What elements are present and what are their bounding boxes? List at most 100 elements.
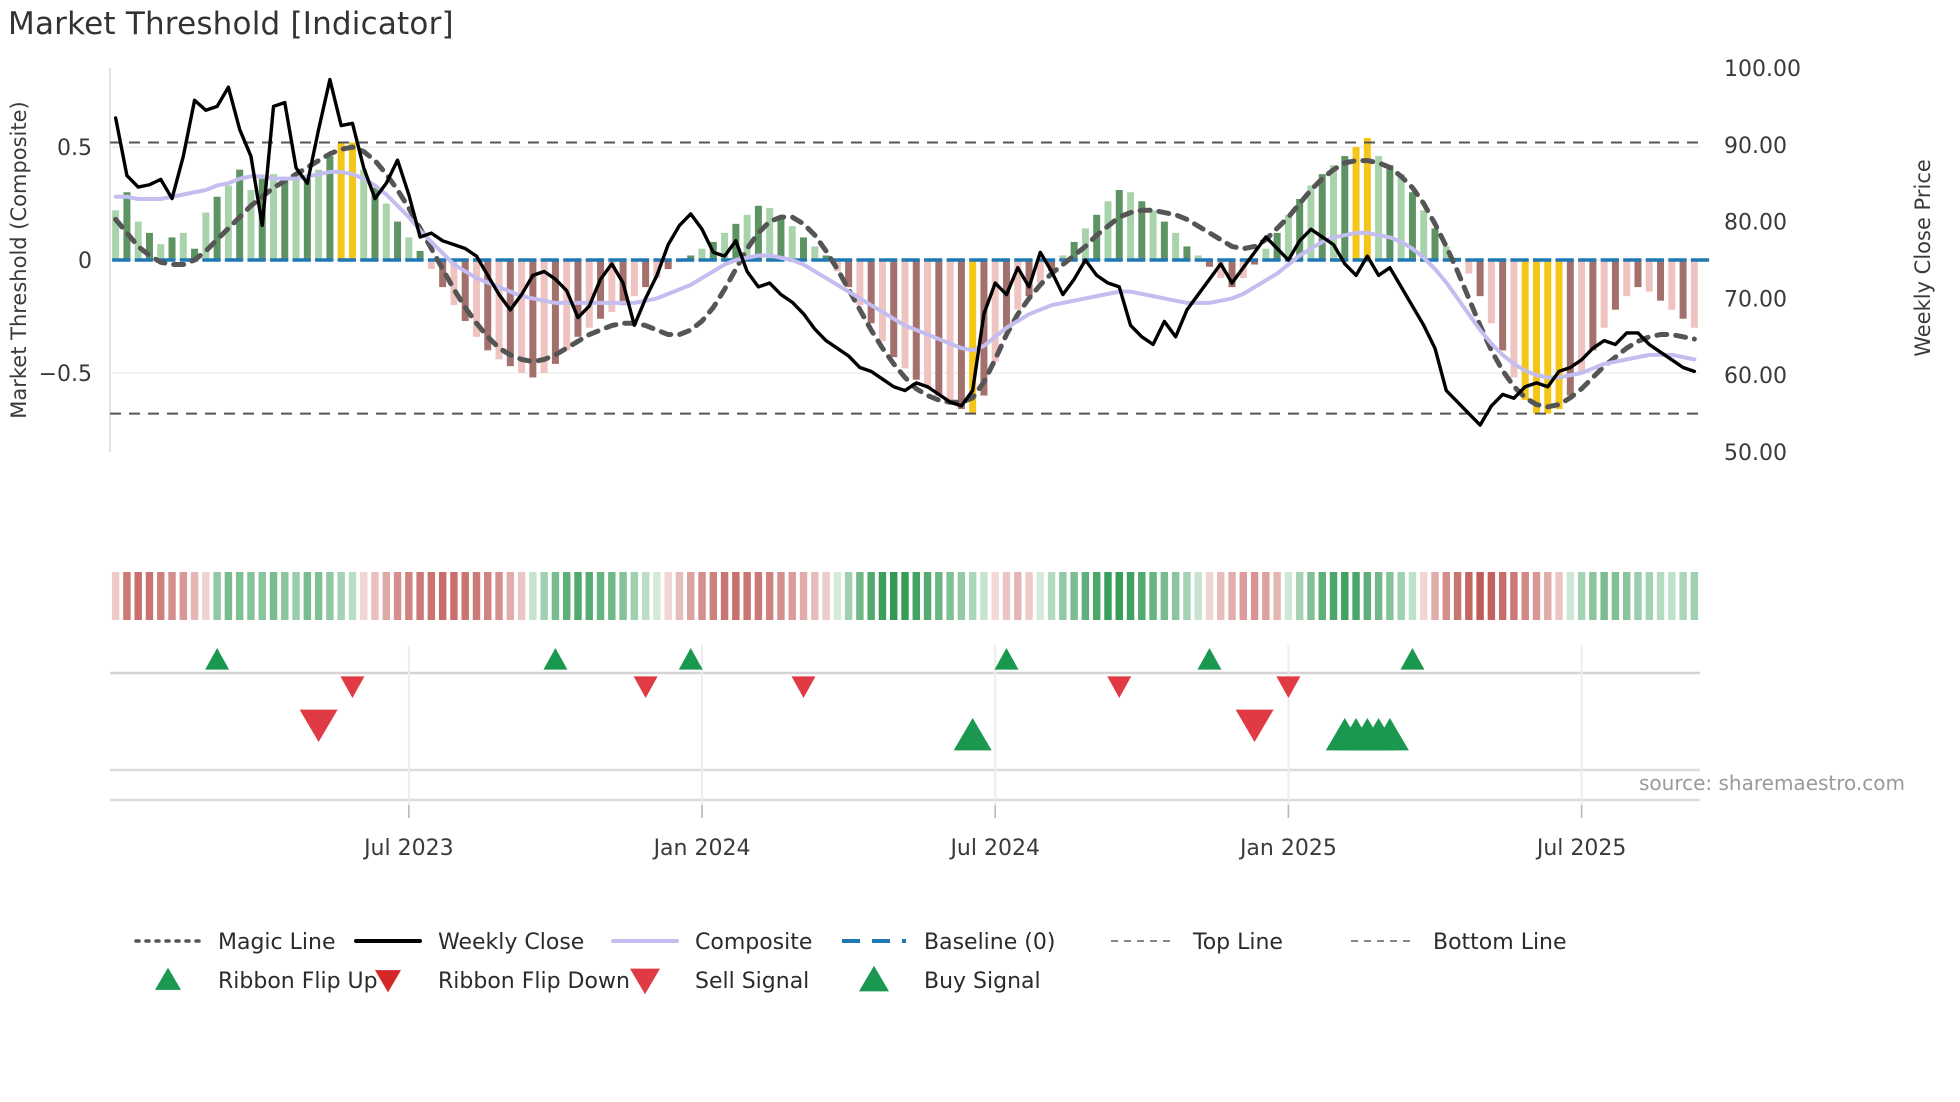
legend-label: Ribbon Flip Down [438, 969, 630, 994]
ribbon-cell [1014, 572, 1022, 620]
histogram-bar [721, 232, 729, 260]
ribbon-cell [1047, 572, 1056, 620]
ribbon-cell [1487, 572, 1496, 620]
ribbon-cell [585, 572, 593, 620]
histogram-bar [1217, 260, 1225, 279]
right-axis-tick: 60.00 [1724, 364, 1787, 389]
ribbon-cell [946, 572, 954, 620]
ribbon-cell [1386, 572, 1394, 620]
histogram-bar [1600, 260, 1608, 328]
ribbon-cell [856, 572, 864, 620]
histogram-bar [1251, 260, 1259, 265]
ribbon-cell [190, 572, 199, 620]
histogram-bar [608, 260, 616, 312]
ribbon-cell [709, 572, 718, 620]
ribbon-cell [1149, 572, 1157, 620]
left-axis-tick: 0 [78, 249, 92, 274]
legend-item[interactable]: Weekly Close [354, 930, 584, 955]
histogram-bar [1408, 192, 1416, 260]
ribbon-cell [427, 572, 436, 620]
ribbon-cell [472, 572, 481, 620]
legend-item[interactable]: Composite [611, 930, 812, 955]
ribbon-cell [811, 572, 819, 620]
histogram-bar [1363, 138, 1371, 260]
histogram-bar [179, 232, 187, 260]
histogram-bar [224, 185, 232, 260]
histogram-bar [585, 260, 593, 328]
histogram-bar [1589, 260, 1597, 351]
histogram-bar [1566, 260, 1574, 396]
histogram-bar [1025, 260, 1033, 297]
legend-item[interactable]: Buy Signal [859, 965, 1041, 994]
histogram-bar [1194, 255, 1202, 260]
ribbon-cell [765, 572, 774, 620]
histogram-bar [1645, 260, 1653, 292]
ribbon-cell [1374, 572, 1383, 620]
ribbon-cell [235, 572, 244, 620]
histogram-bar [1172, 232, 1180, 260]
ribbon-cell [371, 572, 379, 620]
x-axis-tick: Jan 2025 [1238, 836, 1337, 861]
histogram-bar [1487, 260, 1495, 324]
right-axis-tick: 70.00 [1724, 287, 1787, 312]
ribbon-cell [438, 572, 447, 620]
legend-item[interactable]: Sell Signal [630, 968, 809, 995]
histogram-bar [202, 212, 210, 260]
histogram-bar [1386, 165, 1394, 260]
legend-item[interactable]: Top Line [1111, 930, 1283, 955]
ribbon-flip-down-marker [1107, 676, 1132, 698]
legend-label: Top Line [1192, 930, 1283, 955]
histogram-bar [1115, 189, 1123, 260]
histogram-bar [664, 260, 672, 270]
legend-triangle-down-glyph [630, 968, 660, 995]
legend-item[interactable]: Baseline (0) [842, 930, 1055, 955]
legend-item[interactable]: Magic Line [134, 930, 335, 955]
histogram-bar [495, 260, 503, 360]
ribbon-cell [1059, 572, 1067, 620]
histogram-bar [394, 221, 402, 260]
signal-markers [205, 648, 1425, 751]
histogram-bar [1262, 248, 1270, 260]
histogram-bar [191, 248, 199, 260]
histogram-bar [1318, 174, 1326, 260]
histogram-bar [642, 260, 650, 288]
histogram-bar [1104, 201, 1112, 260]
legend-item[interactable]: Ribbon Flip Up [155, 967, 378, 994]
ribbon-cell [1284, 572, 1293, 620]
histogram-bar [134, 221, 142, 260]
legend-item[interactable]: Ribbon Flip Down [375, 969, 630, 994]
ribbon-cell [517, 572, 526, 620]
ribbon-cell [867, 572, 875, 620]
ribbon-cell [157, 572, 165, 620]
histogram-bar [777, 217, 785, 260]
histogram-bar [1127, 192, 1135, 260]
histogram-bar [461, 260, 469, 321]
ribbon-cell [912, 572, 920, 620]
ribbon-cell [1250, 572, 1259, 620]
histogram-bar [924, 260, 932, 389]
x-axis-tick: Jul 2023 [362, 836, 454, 861]
legend-triangle-down-glyph [375, 970, 401, 993]
ribbon-cell [720, 572, 729, 620]
ribbon-cell [111, 572, 120, 620]
ribbon-cell [348, 572, 357, 620]
legend-item[interactable]: Bottom Line [1351, 930, 1567, 955]
ribbon-cell [1307, 572, 1315, 620]
ribbon-cell [788, 572, 796, 620]
histogram-bar [168, 237, 176, 260]
ribbon-cell [968, 572, 977, 620]
histogram-bar [484, 260, 492, 351]
ribbon-cell [1228, 572, 1236, 620]
ribbon-cell [1081, 572, 1090, 620]
histogram-bar [315, 169, 323, 260]
source-attribution: source: sharemaestro.com [1639, 771, 1905, 795]
histogram-bar [991, 260, 999, 362]
histogram-bar [1149, 210, 1157, 260]
histogram-bar [574, 260, 582, 337]
histogram-bar [1532, 260, 1540, 414]
histogram-bar [1431, 228, 1439, 260]
histogram-bar [980, 260, 988, 396]
histogram-bar [303, 178, 311, 260]
ribbon-cell [1183, 572, 1191, 620]
ribbon-cell [202, 572, 210, 620]
